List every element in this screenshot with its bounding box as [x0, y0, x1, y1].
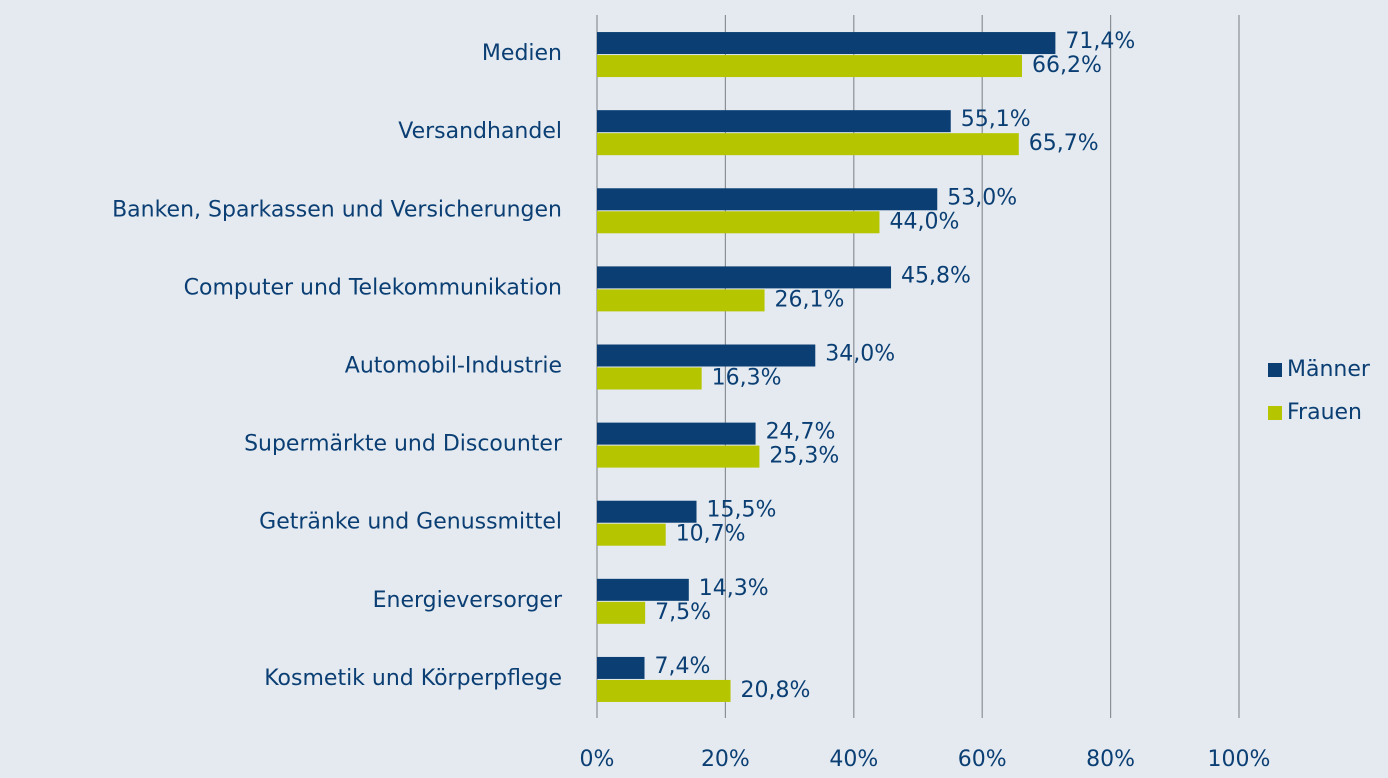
- data-label: 45,8%: [901, 263, 971, 288]
- data-label: 14,3%: [699, 576, 769, 601]
- bar: [597, 656, 645, 679]
- bar: [597, 601, 646, 624]
- data-label: 53,0%: [947, 185, 1017, 210]
- data-label: 20,8%: [741, 678, 811, 703]
- y-tick-label: Versandhandel: [398, 119, 562, 144]
- bar: [597, 445, 760, 468]
- x-tick-label: 20%: [701, 747, 750, 772]
- bar: [597, 422, 756, 445]
- x-tick-label: 100%: [1208, 747, 1271, 772]
- bar: [597, 344, 816, 367]
- legend-swatch: [1268, 363, 1282, 377]
- bar: [597, 133, 1019, 156]
- bar: [597, 266, 892, 289]
- data-label: 65,7%: [1029, 131, 1099, 156]
- bar: [597, 188, 938, 211]
- data-label: 34,0%: [825, 342, 895, 367]
- bar: [597, 289, 765, 312]
- legend-label: Frauen: [1287, 400, 1362, 425]
- bar: [597, 500, 697, 523]
- data-label: 10,7%: [676, 522, 746, 547]
- y-tick-label: Supermärkte und Discounter: [244, 432, 563, 457]
- bar: [597, 32, 1056, 55]
- data-label: 26,1%: [775, 287, 845, 312]
- y-tick-label: Computer und Telekommunikation: [184, 275, 562, 300]
- y-tick-label: Kosmetik und Körperpflege: [264, 666, 562, 691]
- legend-label: Männer: [1287, 357, 1371, 382]
- data-label: 7,4%: [655, 654, 711, 679]
- data-label: 66,2%: [1032, 53, 1102, 78]
- data-label: 44,0%: [889, 209, 959, 234]
- data-label: 25,3%: [769, 444, 839, 469]
- y-tick-label: Getränke und Genussmittel: [259, 510, 562, 535]
- y-tick-label: Medien: [482, 41, 562, 66]
- data-label: 15,5%: [707, 498, 777, 523]
- x-tick-label: 60%: [958, 747, 1007, 772]
- data-label: 7,5%: [655, 600, 711, 625]
- legend-swatch: [1268, 406, 1282, 420]
- bar: [597, 578, 689, 601]
- bar: [597, 523, 666, 546]
- data-label: 71,4%: [1065, 29, 1135, 54]
- bar: [597, 679, 731, 702]
- data-label: 55,1%: [961, 107, 1031, 132]
- x-tick-label: 80%: [1086, 747, 1135, 772]
- x-tick-label: 40%: [829, 747, 878, 772]
- x-tick-label: 0%: [580, 747, 615, 772]
- data-label: 24,7%: [766, 420, 836, 445]
- bar: [597, 110, 951, 133]
- data-label: 16,3%: [712, 366, 782, 391]
- bar: [597, 367, 702, 390]
- y-tick-label: Energieversorger: [373, 588, 563, 613]
- y-tick-label: Automobil-Industrie: [345, 354, 562, 379]
- y-tick-label: Banken, Sparkassen und Versicherungen: [112, 197, 562, 222]
- bar: [597, 55, 1023, 78]
- bar: [597, 211, 880, 234]
